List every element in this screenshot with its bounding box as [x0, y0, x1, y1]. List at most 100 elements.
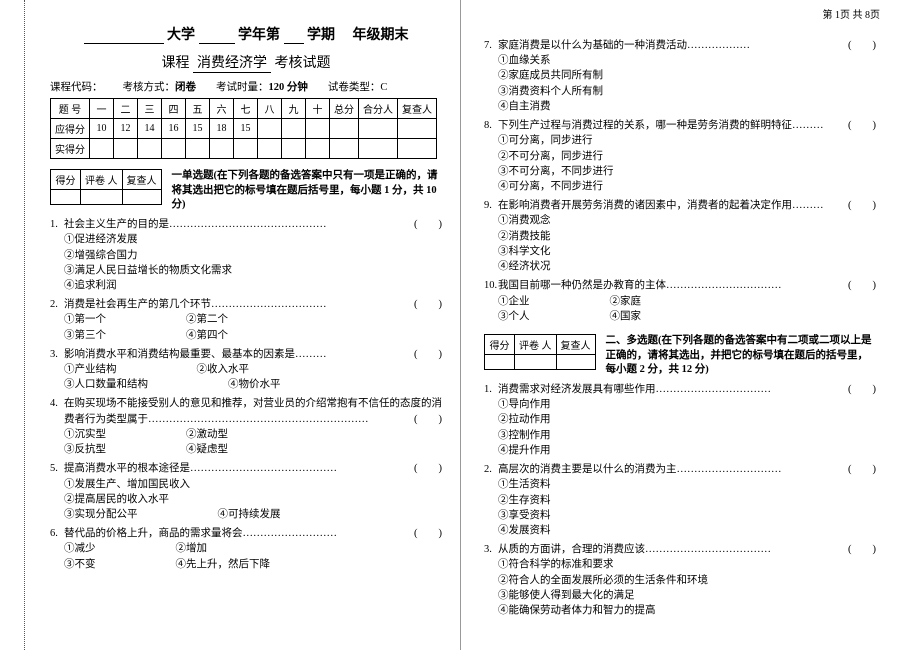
answer-paren: ( )	[848, 462, 876, 477]
question: 1.社会主义生产的目的是………………………………………( )	[50, 217, 442, 232]
score-header: 一	[90, 99, 114, 119]
options: ①消费观念②消费技能③科学文化④经济状况	[484, 213, 876, 274]
option-item: ②增强综合国力	[64, 248, 138, 263]
score-cell	[234, 139, 258, 159]
question-number: 3.	[484, 542, 492, 557]
option-item: ②收入水平	[197, 362, 250, 377]
answer-paren: ( )	[414, 526, 442, 541]
question: 3.影响消费水平和消费结构最重要、最基本的因素是………( )	[50, 347, 442, 362]
option-row: ②消费技能	[498, 229, 876, 244]
option-item: ②增加	[176, 541, 208, 556]
question-stem: 消费需求对经济发展具有哪些作用……………………………	[498, 384, 771, 395]
option-item: ②生存资料	[498, 493, 551, 508]
papertype-label: 试卷类型：	[328, 82, 381, 93]
question-number: 2.	[484, 462, 492, 477]
option-row: ①消费观念	[498, 213, 876, 228]
mini-score-table-b: 得分评卷 人复查人	[484, 334, 596, 370]
option-row: ①生活资料	[498, 477, 876, 492]
mini-header: 评卷 人	[81, 170, 123, 190]
question: 8.下列生产过程与消费过程的关系，哪一种是劳务消费的鲜明特征………( )	[484, 118, 876, 133]
mini-header: 得分	[51, 170, 81, 190]
option-item: ④可分离，不同步进行	[498, 179, 603, 194]
section-a-header: 得分评卷 人复查人 一单选题(在下列各题的备选答案中只有一项是正确的，请将其选出…	[50, 169, 442, 213]
option-row: ②拉动作用	[498, 412, 876, 427]
answer-paren: ( )	[848, 542, 876, 557]
option-row: ③消费资料个人所有制	[498, 84, 876, 99]
course-name: 消费经济学	[193, 52, 271, 73]
question-number: 5.	[50, 461, 58, 476]
subtitle-post: 考核试题	[275, 56, 331, 71]
question: 2.消费是社会再生产的第几个环节……………………………( )	[50, 297, 442, 312]
score-header: 十	[306, 99, 330, 119]
section-a-title: 一单选题	[172, 170, 214, 181]
option-item: ③消费资料个人所有制	[498, 84, 603, 99]
score-header: 合分人	[359, 99, 398, 119]
option-item: ③第三个	[64, 328, 106, 343]
option-item: ③享受资料	[498, 508, 551, 523]
question-stem: 家庭消费是以什么为基础的一种消费活动………………	[498, 40, 750, 51]
option-item: ①可分离，同步进行	[498, 133, 593, 148]
question-stem: 提高消费水平的根本途径是……………………………………	[64, 463, 337, 474]
option-row: ②家庭成员共同所有制	[498, 68, 876, 83]
options: ①导向作用②拉动作用③控制作用④提升作用	[484, 397, 876, 458]
score-cell	[359, 139, 398, 159]
answer-paren: ( )	[848, 278, 876, 293]
score-cell	[138, 139, 162, 159]
answer-paren: ( )	[414, 347, 442, 362]
question-number: 4.	[50, 396, 58, 411]
option-row: ③反抗型④疑虑型	[64, 442, 442, 457]
question-stem: 消费是社会再生产的第几个环节……………………………	[64, 299, 327, 310]
option-row: ④经济状况	[498, 259, 876, 274]
left-column: 大学 学年第 学期 年级期末 课程 消费经济学 考核试题 课程代码： 考核方式：…	[0, 0, 460, 650]
answer-paren: ( )	[414, 297, 442, 312]
option-item: ③人口数量和结构	[64, 377, 148, 392]
code-label: 课程代码：	[50, 82, 103, 93]
option-row: ①导向作用	[498, 397, 876, 412]
option-item: ③科学文化	[498, 244, 551, 259]
option-row: ③第三个④第四个	[64, 328, 442, 343]
option-item: ①沉实型	[64, 427, 106, 442]
option-row: ①减少 ②增加	[64, 541, 442, 556]
option-row: ④能确保劳动者体力和智力的提高	[498, 603, 876, 618]
option-row: ③科学文化	[498, 244, 876, 259]
option-item: ①发展生产、增加国民收入	[64, 477, 190, 492]
option-row: ③不变④先上升，然后下降	[64, 557, 442, 572]
option-item: ②家庭	[610, 294, 642, 309]
option-row: ③实现分配公平④可持续发展	[64, 507, 442, 522]
option-item: ①导向作用	[498, 397, 551, 412]
option-row: ①第一个②第二个	[64, 312, 442, 327]
options: ①生活资料②生存资料③享受资料④发展资料	[484, 477, 876, 538]
option-item: ②拉动作用	[498, 412, 551, 427]
option-item: ③不变	[64, 557, 96, 572]
options: ①促进经济发展②增强综合国力③满足人民日益增长的物质文化需求④追求利润	[50, 232, 442, 293]
option-row: ④可分离，不同步进行	[498, 179, 876, 194]
section-b-header: 得分评卷 人复查人 二、多选题(在下列各题的备选答案中有二项或二项以上是正确的，…	[484, 334, 876, 378]
papertype-value: C	[380, 82, 387, 93]
option-row: ①促进经济发展	[64, 232, 442, 247]
score-cell: 16	[162, 119, 186, 139]
option-row: ②不可分离，同步进行	[498, 149, 876, 164]
option-row: ①产业结构②收入水平	[64, 362, 442, 377]
score-cell: 15	[234, 119, 258, 139]
option-item: ①减少	[64, 541, 96, 556]
score-cell	[282, 119, 306, 139]
option-row: ②生存资料	[498, 493, 876, 508]
options: ①企业②家庭③个人④国家	[484, 294, 876, 324]
sem-label: 学期	[307, 28, 335, 43]
question-stem: 下列生产过程与消费过程的关系，哪一种是劳务消费的鲜明特征………	[498, 120, 824, 131]
option-item: ③反抗型	[64, 442, 106, 457]
question-stem: 在购买现场不能接受别人的意见和推荐，对营业员的介绍常抱有不信任的态度的消费者行为…	[64, 398, 442, 424]
option-item: ③个人	[498, 309, 530, 324]
answer-paren: ( )	[848, 382, 876, 397]
option-item: ①消费观念	[498, 213, 551, 228]
method-label: 考核方式：	[123, 82, 176, 93]
question-stem: 替代品的价格上升，商品的需求量将会………………………	[64, 528, 337, 539]
option-row: ①发展生产、增加国民收入	[64, 477, 442, 492]
option-item: ④追求利润	[64, 278, 117, 293]
question-stem: 我国目前哪一种仍然是办教育的主体……………………………	[498, 280, 782, 291]
score-cell: 12	[114, 119, 138, 139]
mini-header: 复查人	[556, 334, 595, 354]
score-header: 题 号	[51, 99, 90, 119]
method-value: 闭卷	[175, 82, 196, 93]
option-row: ②符合人的全面发展所必须的生活条件和环境	[498, 573, 876, 588]
